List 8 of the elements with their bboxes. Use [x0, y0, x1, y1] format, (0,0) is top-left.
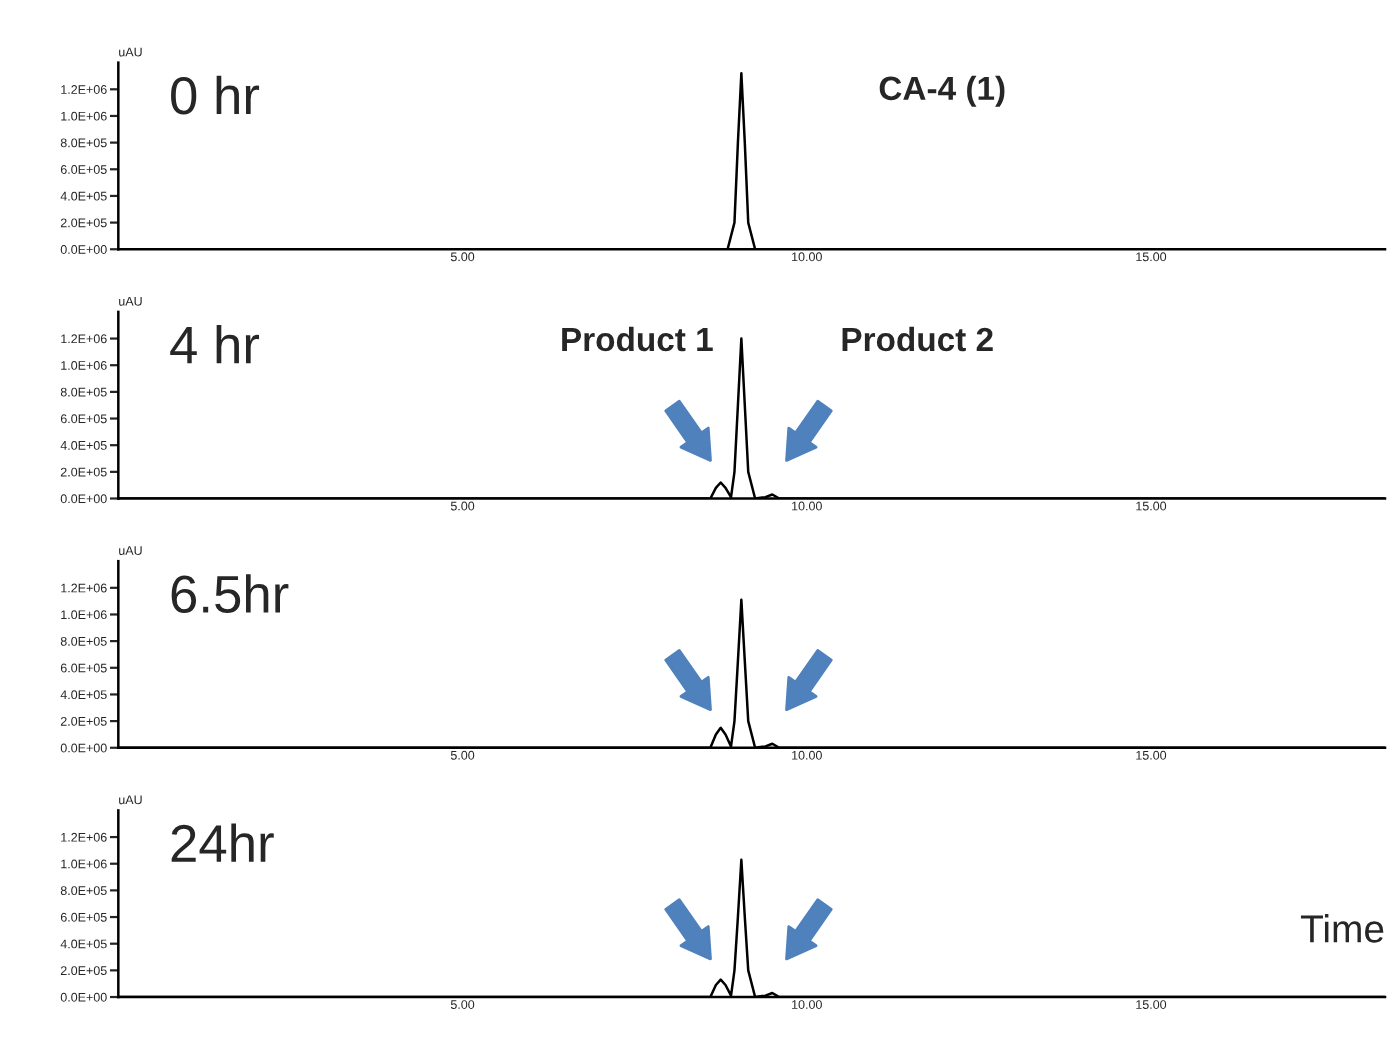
annotation: Product 1: [562, 326, 713, 352]
x-axis-title: Time: [1300, 914, 1384, 943]
annotation: CA-4 (1): [879, 75, 1005, 107]
annotation: Product 2: [842, 326, 993, 352]
chart-title: 24hr: [171, 823, 274, 862]
chart-title: 0 hr: [171, 75, 260, 115]
chart-title: 4 hr: [170, 324, 260, 364]
chart-title: 6.5hr: [171, 574, 289, 613]
